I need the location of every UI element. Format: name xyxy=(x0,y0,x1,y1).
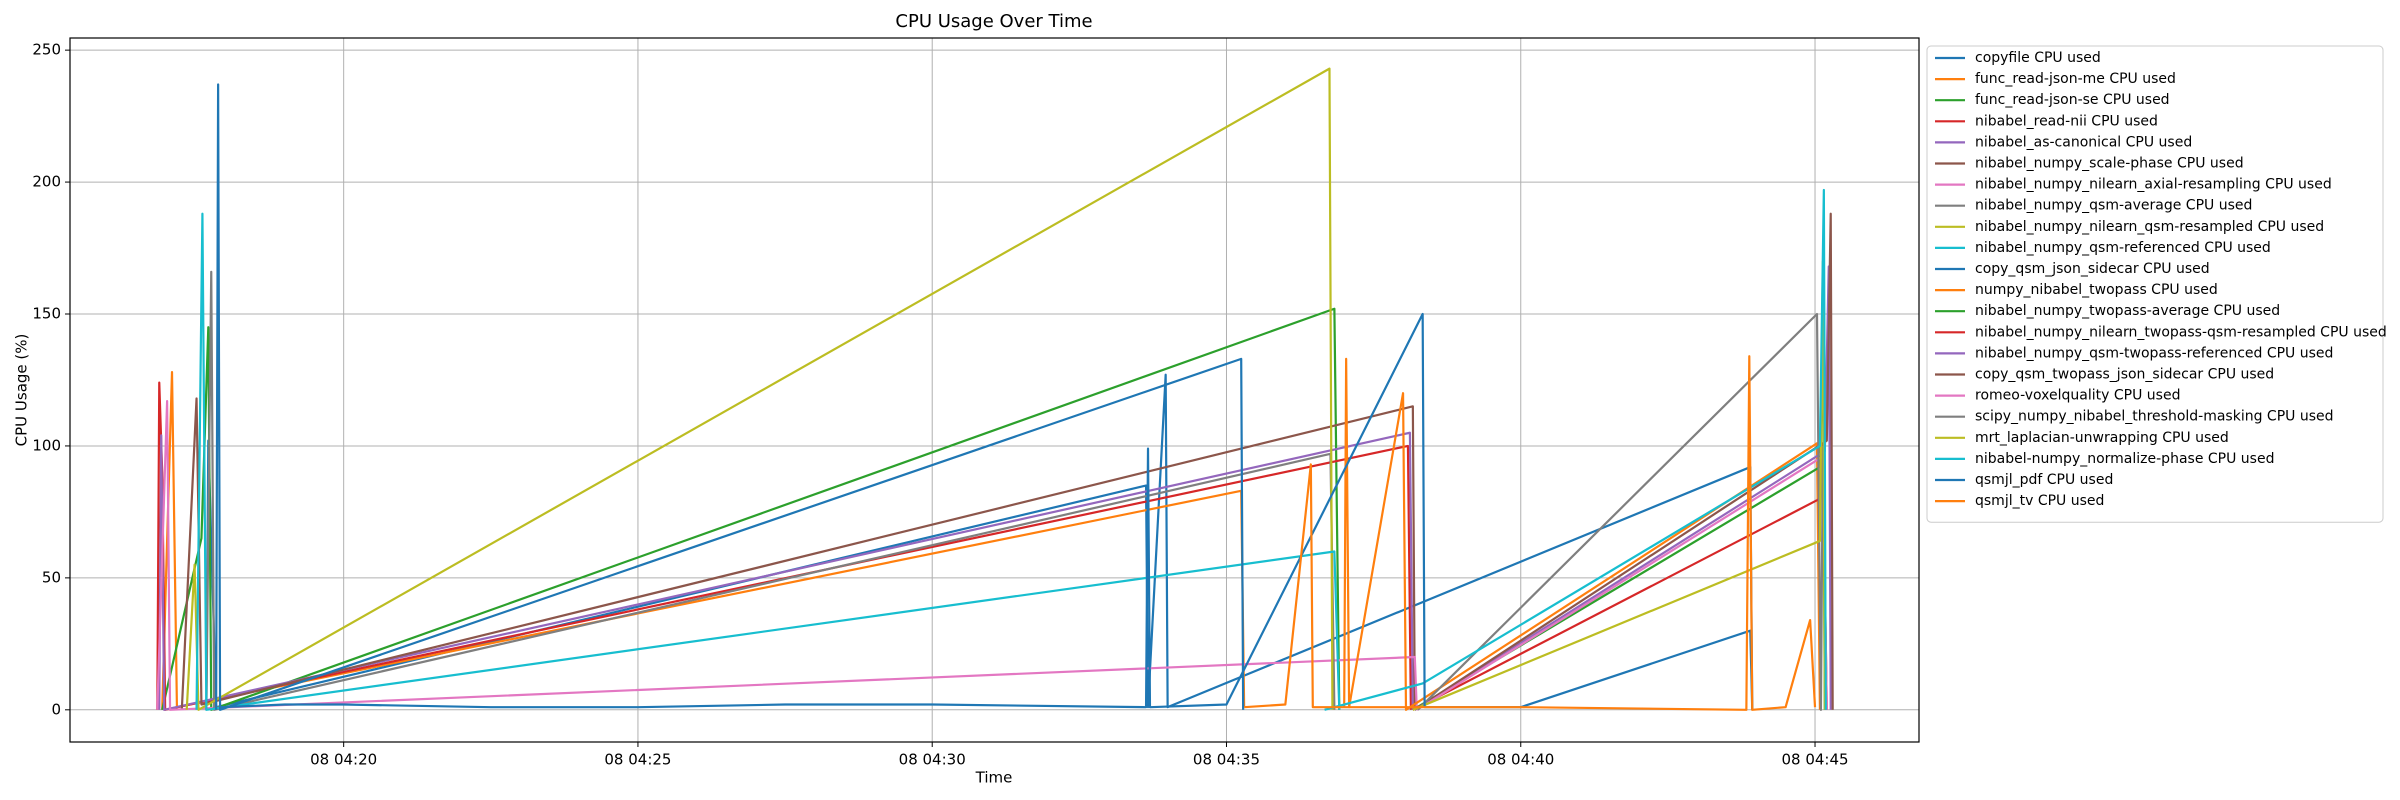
series-line xyxy=(1324,188,1827,711)
series-line xyxy=(215,83,1245,711)
legend-label: copyfile CPU used xyxy=(1975,50,2101,66)
legend-label: nibabel_numpy_nilearn_axial-resampling C… xyxy=(1975,177,2332,193)
y-tick-label: 0 xyxy=(51,700,61,718)
series-line xyxy=(1244,355,1817,711)
y-tick-label: 200 xyxy=(32,173,61,191)
series-line xyxy=(180,397,1416,710)
legend-label: nibabel_as-canonical CPU used xyxy=(1975,134,2192,150)
legend-label: mrt_laplacian-unwrapping CPU used xyxy=(1975,430,2229,446)
series-line xyxy=(1416,455,1828,711)
legend-label: nibabel_numpy_qsm-average CPU used xyxy=(1975,198,2252,214)
x-tick-label: 08 04:35 xyxy=(1193,751,1260,769)
legend-label: nibabel_read-nii CPU used xyxy=(1975,113,2158,129)
legend-label: nibabel-numpy_normalize-phase CPU used xyxy=(1975,451,2274,467)
legend-label: romeo-voxelquality CPU used xyxy=(1975,388,2180,404)
x-tick-label: 08 04:40 xyxy=(1487,751,1554,769)
legend-label: nibabel_numpy_scale-phase CPU used xyxy=(1975,156,2244,172)
y-axis-label: CPU Usage (%) xyxy=(13,334,31,447)
legend-label: nibabel_numpy_nilearn_twopass-qsm-resamp… xyxy=(1975,324,2387,340)
x-tick-label: 08 04:20 xyxy=(310,751,377,769)
series-line xyxy=(156,381,1412,711)
series-line xyxy=(205,270,1336,711)
series-line xyxy=(158,431,1414,711)
x-tick-label: 08 04:30 xyxy=(899,751,966,769)
legend-label: nibabel_numpy_twopass-average CPU used xyxy=(1975,303,2280,319)
series-line xyxy=(195,212,1341,711)
legend-label: qsmjl_tv CPU used xyxy=(1975,493,2104,509)
legend-label: numpy_nibabel_twopass CPU used xyxy=(1975,282,2218,298)
x-axis-label: Time xyxy=(975,769,1013,787)
legend-label: func_read-json-me CPU used xyxy=(1975,71,2176,87)
legend-label: nibabel_numpy_qsm-twopass-referenced CPU… xyxy=(1975,345,2333,361)
legend-label: scipy_numpy_nibabel_threshold-masking CP… xyxy=(1975,409,2334,425)
series-line xyxy=(1412,260,1826,711)
legend-box xyxy=(1926,45,2384,523)
legend: copyfile CPU used func_read-json-me CPU u… xyxy=(1926,45,2387,523)
y-tick-label: 50 xyxy=(42,568,61,586)
chart-title: CPU Usage Over Time xyxy=(895,11,1092,32)
series-line xyxy=(1414,265,1832,711)
legend-label: copy_qsm_json_sidecar CPU used xyxy=(1975,261,2210,277)
plot-area xyxy=(156,67,1834,711)
series-line xyxy=(185,67,1334,711)
plot-frame xyxy=(69,37,1920,743)
y-tick-label: 100 xyxy=(32,436,61,454)
legend-label: nibabel_numpy_nilearn_qsm-resampled CPU … xyxy=(1975,219,2324,235)
x-tick-label: 08 04:45 xyxy=(1781,751,1848,769)
series-line xyxy=(1343,357,1822,711)
series-line xyxy=(1414,212,1834,711)
legend-label: copy_qsm_twopass_json_sidecar CPU used xyxy=(1975,367,2274,383)
series-line xyxy=(161,307,1341,711)
y-tick-label: 250 xyxy=(32,41,61,59)
legend-label: nibabel_numpy_qsm-referenced CPU used xyxy=(1975,240,2271,256)
series-line xyxy=(156,399,1418,711)
y-tick-label: 150 xyxy=(32,305,61,323)
legend-label: func_read-json-se CPU used xyxy=(1975,92,2170,108)
series-line xyxy=(1416,312,1824,711)
legend-label: qsmjl_pdf CPU used xyxy=(1975,472,2113,488)
x-tick-label: 08 04:25 xyxy=(604,751,671,769)
